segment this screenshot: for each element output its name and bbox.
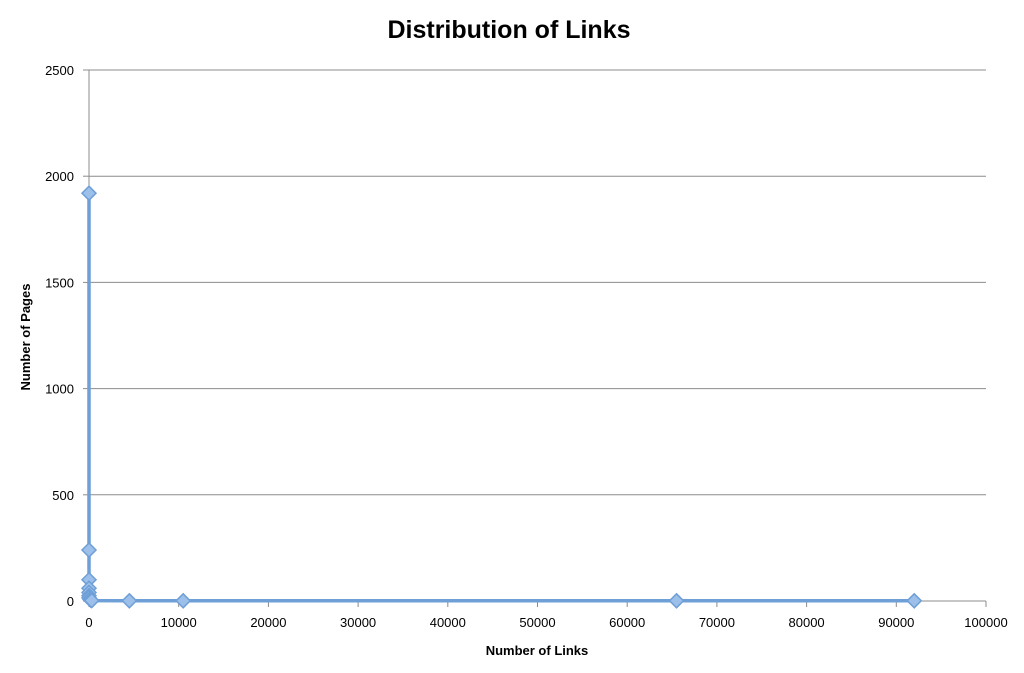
gridlines [89,69,986,496]
x-axis-title: Number of Links [486,643,589,658]
data-point-0-0 [80,185,98,202]
x-tick-label-9: 90000 [878,615,914,630]
y-tick-label-3: 1500 [45,275,74,290]
x-tick-label-7: 70000 [699,615,735,630]
data-point-0-10 [121,592,138,609]
series-line-0 [87,193,915,603]
x-tick-label-6: 60000 [609,615,645,630]
data-point-0-13 [906,592,923,609]
x-tick-label-5: 50000 [519,615,555,630]
x-tick-label-0: 0 [85,615,92,630]
y-tick-label-0: 0 [67,594,74,609]
tick-labels: 0 500 1000 1500 2000 2500 0 10000 20000 30000 4000… [45,63,1008,630]
x-tick-label-1: 10000 [161,615,197,630]
data-point-0-11 [175,592,192,609]
y-axis-title: Number of Pages [18,284,33,391]
data-point-0-1 [80,541,98,559]
x-tick-label-10: 100000 [964,615,1007,630]
y-tick-label-2: 1000 [45,382,74,397]
axes [83,69,987,607]
x-tick-label-2: 20000 [250,615,286,630]
y-tick-label-1: 500 [52,488,74,503]
y-tick-label-4: 2000 [45,169,74,184]
chart-title: Distribution of Links [387,16,630,44]
series-layer [80,185,923,609]
x-tick-label-8: 80000 [789,615,825,630]
x-tick-label-3: 30000 [340,615,376,630]
x-tick-label-4: 40000 [430,615,466,630]
data-point-0-9 [83,592,100,609]
data-point-0-12 [668,592,685,609]
y-tick-label-5: 2500 [45,63,74,78]
